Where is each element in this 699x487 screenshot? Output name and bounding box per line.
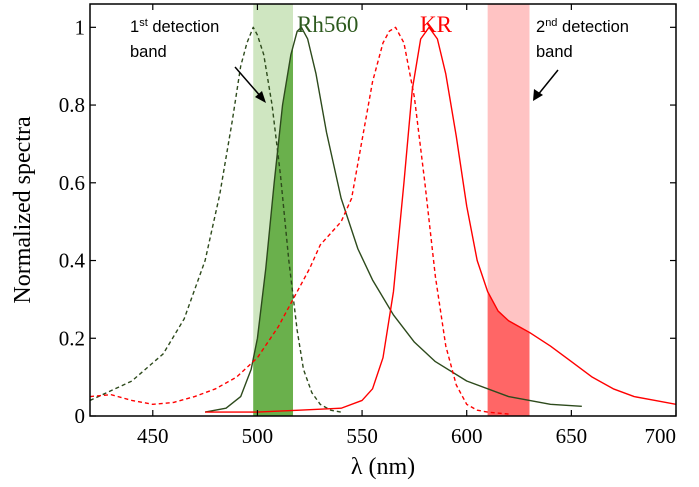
- y-tick-label: 1: [75, 15, 86, 39]
- axis-ticks: 450 500 550 600 650 700 0 0.2 0.4 0.6 0.8 1: [59, 4, 677, 448]
- y-tick-label: 0.2: [59, 326, 85, 350]
- x-tick-label: 550: [346, 424, 378, 448]
- band-2-under-curve: [487, 291, 530, 416]
- band2-note-line1: 2nd detection: [536, 17, 629, 36]
- detection-bands: [253, 4, 530, 416]
- band2-arrow: [536, 69, 559, 97]
- x-tick-label: 700: [645, 424, 677, 448]
- x-tick-label: 500: [242, 424, 274, 448]
- kr-emission-line: [205, 26, 676, 413]
- band2-annotation: 2nd detection band: [533, 17, 629, 101]
- x-tick-label: 600: [451, 424, 483, 448]
- band1-arrow: [234, 66, 263, 99]
- band2-arrowhead: [533, 89, 543, 101]
- band1-note-line1: 1st detection: [130, 17, 219, 36]
- y-tick-label: 0: [75, 404, 86, 428]
- x-tick-label: 650: [556, 424, 588, 448]
- rh560-label: Rh560: [297, 12, 358, 37]
- x-tick-label: 450: [137, 424, 169, 448]
- band1-note-line2: band: [130, 43, 167, 61]
- series-lines: [90, 26, 676, 415]
- kr-label: KR: [420, 12, 453, 37]
- rh560-excitation-line: [90, 26, 342, 413]
- y-axis-title: Normalized spectra: [10, 116, 36, 304]
- y-tick-label: 0.8: [59, 93, 85, 117]
- y-tick-label: 0.6: [59, 171, 85, 195]
- band2-note-line2: band: [536, 43, 573, 61]
- y-tick-label: 0.4: [59, 249, 86, 273]
- band1-arrowhead: [255, 91, 266, 103]
- band-1-under-curve: [253, 46, 294, 416]
- plot-frame: [89, 3, 677, 417]
- band1-annotation: 1st detection band: [130, 17, 266, 103]
- x-axis-title: λ (nm): [351, 454, 415, 480]
- rh560-emission-line: [204, 26, 582, 413]
- kr-excitation-line: [90, 26, 509, 415]
